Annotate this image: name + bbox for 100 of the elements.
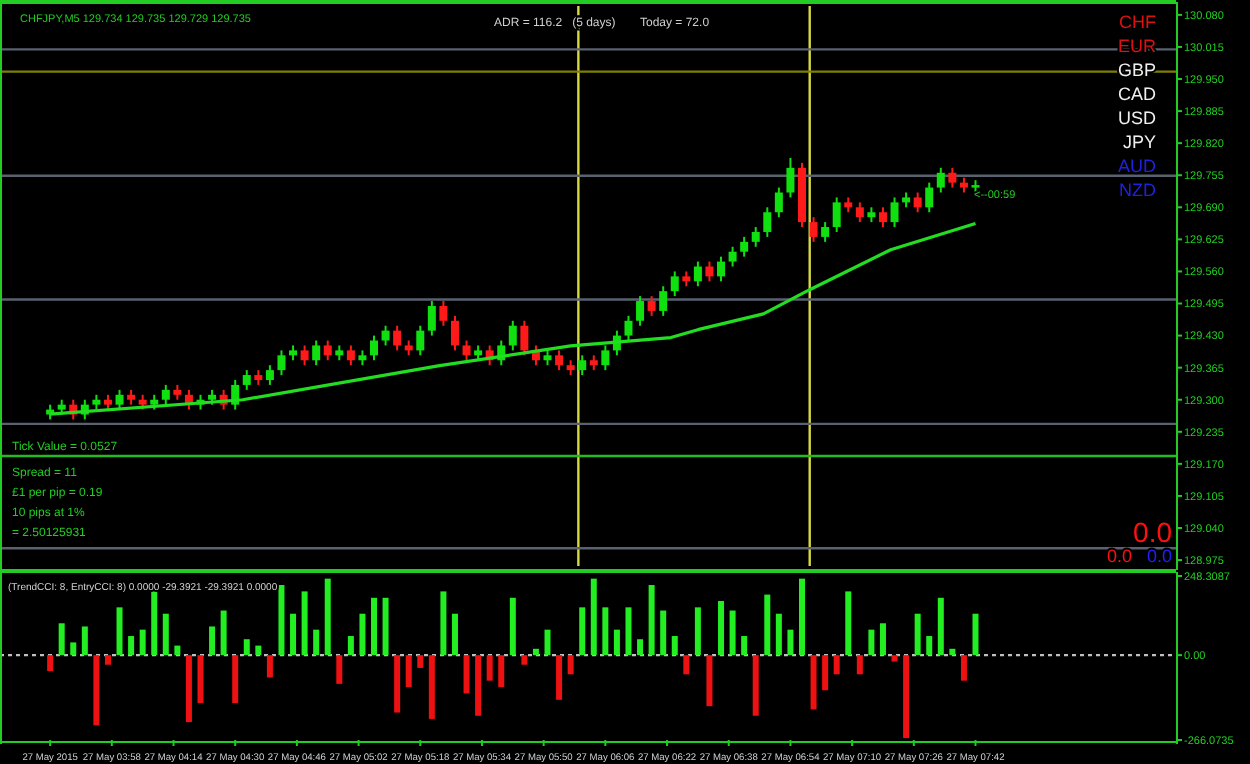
- candlestick: [312, 339, 321, 367]
- annotation: 0.0: [1146, 546, 1172, 566]
- bar: [162, 613, 169, 656]
- bar: [903, 655, 910, 739]
- bar: [822, 655, 829, 691]
- candlestick: [913, 191, 922, 214]
- candlestick: [647, 295, 656, 317]
- candlestick: [370, 334, 379, 362]
- candlestick: [728, 245, 737, 268]
- bar: [104, 655, 111, 665]
- candlestick: [555, 349, 564, 372]
- bar: [243, 639, 250, 656]
- candlestick: [832, 196, 841, 233]
- bar: [914, 613, 921, 656]
- bar: [798, 578, 805, 656]
- bar: [775, 613, 782, 656]
- bar: [371, 597, 378, 656]
- bar: [741, 636, 748, 656]
- bar: [960, 655, 967, 681]
- candlestick: [751, 226, 760, 248]
- annotation: AUD: [1117, 156, 1157, 176]
- bar: [347, 636, 354, 656]
- candlestick: [381, 324, 390, 347]
- bar: [752, 655, 759, 716]
- bar: [93, 655, 100, 726]
- bar: [463, 655, 470, 694]
- bar: [764, 594, 771, 656]
- candlestick: [925, 181, 934, 214]
- candlestick: [763, 206, 772, 238]
- bar: [613, 629, 620, 656]
- bar: [116, 607, 123, 656]
- bar: [521, 655, 528, 665]
- bar: [567, 655, 574, 675]
- bar: [845, 591, 852, 656]
- candlestick: [855, 201, 864, 224]
- candlestick: [265, 364, 274, 386]
- bar: [278, 585, 285, 656]
- bar: [428, 655, 435, 719]
- candlestick: [774, 186, 783, 219]
- bar: [926, 636, 933, 656]
- bar: [972, 613, 979, 656]
- bar: [556, 655, 563, 700]
- bar: [81, 626, 88, 656]
- candlestick: [462, 339, 471, 362]
- bar: [625, 607, 632, 656]
- bar: [694, 607, 701, 656]
- annotation: 0.0: [1106, 546, 1132, 566]
- bar: [185, 655, 192, 723]
- bar: [382, 597, 389, 656]
- bar: [151, 591, 158, 656]
- candlestick: [948, 166, 957, 189]
- bar: [128, 636, 135, 656]
- bar: [440, 591, 447, 656]
- bar: [255, 645, 262, 656]
- candlestick: [821, 221, 830, 243]
- bar: [532, 648, 539, 656]
- bar: [486, 655, 493, 681]
- annotation: CHF: [1119, 12, 1157, 32]
- bar: [475, 655, 482, 716]
- bar: [590, 578, 597, 656]
- candlestick: [786, 156, 795, 199]
- candlestick: [115, 388, 124, 411]
- bar: [718, 600, 725, 656]
- bar: [833, 655, 840, 675]
- candlestick: [427, 300, 436, 337]
- candlestick: [393, 324, 402, 352]
- bar: [232, 655, 239, 703]
- bar: [417, 655, 424, 668]
- bar: [949, 648, 956, 656]
- annotation: EUR: [1117, 36, 1157, 56]
- bar: [810, 655, 817, 710]
- candlestick: [705, 260, 714, 283]
- bar: [579, 607, 586, 656]
- candlestick: [300, 344, 309, 367]
- candlestick: [809, 216, 818, 243]
- bar: [706, 655, 713, 707]
- candlestick: [693, 260, 702, 288]
- candlestick: [277, 349, 286, 377]
- candlestick: [740, 235, 749, 258]
- candlestick: [508, 319, 517, 352]
- annotation: USD: [1117, 108, 1157, 128]
- candlestick: [242, 369, 251, 391]
- bar: [313, 629, 320, 656]
- bar: [602, 607, 609, 656]
- candlestick: [878, 206, 887, 229]
- line-series: [48, 221, 978, 416]
- annotation: NZD: [1119, 180, 1157, 200]
- bar: [336, 655, 343, 684]
- bar: [394, 655, 401, 713]
- candlestick: [659, 285, 668, 317]
- candlestick: [450, 314, 459, 352]
- bar: [879, 623, 886, 656]
- candlestick: [346, 344, 355, 367]
- bar: [671, 636, 678, 656]
- annotation: CAD: [1117, 84, 1157, 104]
- candlestick: [936, 166, 945, 194]
- bar: [509, 597, 516, 656]
- bar: [498, 655, 505, 688]
- bar: [637, 639, 644, 656]
- bar: [174, 645, 181, 656]
